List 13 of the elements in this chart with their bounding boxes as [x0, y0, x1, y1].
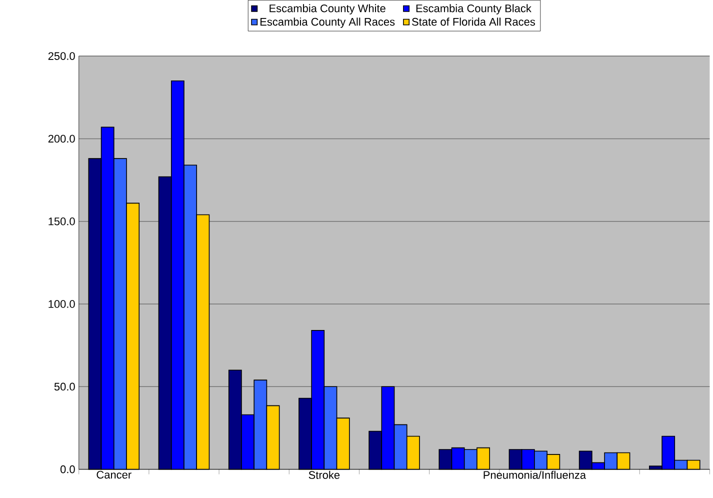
legend-label: Escambia County Black — [416, 4, 532, 14]
legend-label: Escambia County All Races — [260, 18, 395, 28]
y-tick-label: 50.0 — [54, 382, 75, 390]
y-tick-label: 250.0 — [48, 52, 75, 60]
x-tick-label: Stroke — [308, 470, 340, 479]
legend-label: Escambia County White — [270, 4, 386, 14]
x-tick-label: Pneumonia/Influenza — [484, 470, 586, 479]
y-tick-label: 200.0 — [48, 134, 75, 142]
y-tick-label: 100.0 — [48, 300, 75, 308]
legend-label: State of Florida All Races — [412, 18, 535, 26]
x-tick-label: Cancer — [96, 470, 132, 478]
y-tick-label: 0.0 — [60, 465, 75, 474]
y-tick-label: 150.0 — [48, 217, 75, 226]
